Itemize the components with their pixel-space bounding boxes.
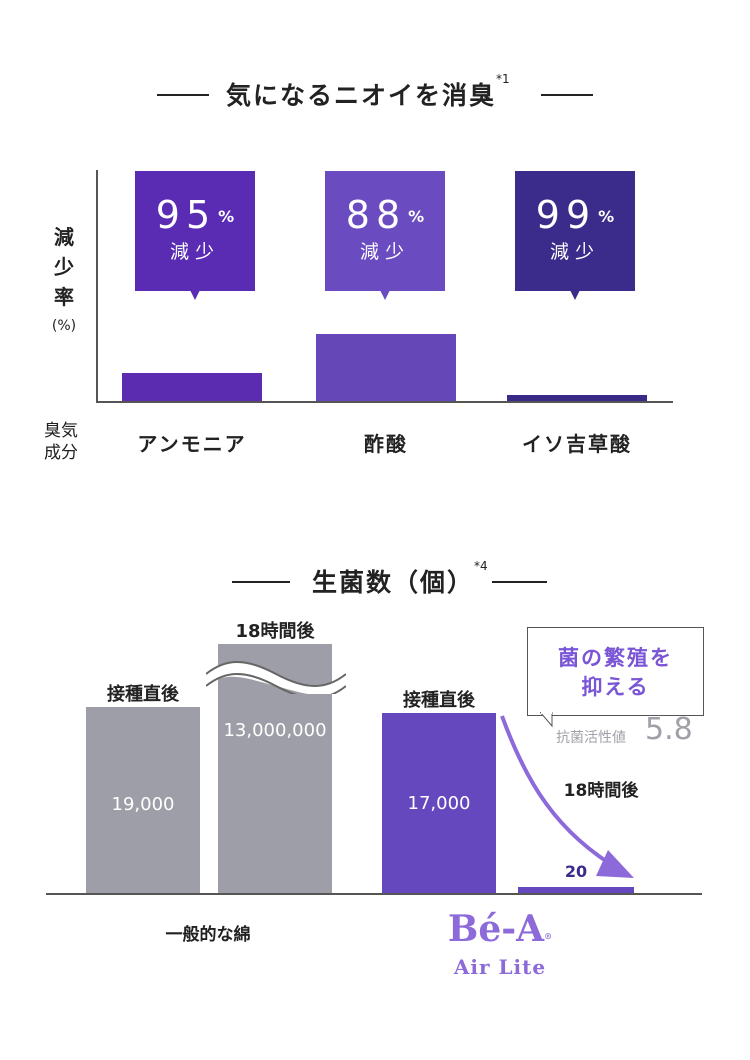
- callout-suppression-note: 菌の繁殖を 抑える: [527, 627, 704, 716]
- bar-cotton-initial: 19,000: [86, 707, 200, 894]
- callout-acetic-acid: 88% 減少: [325, 171, 445, 300]
- bar-label-cotton-initial: 接種直後: [107, 684, 179, 705]
- callout-caption: 減少: [359, 241, 410, 263]
- bar-label-bea-initial: 接種直後: [403, 690, 475, 711]
- bar-label-cotton-18h: 18時間後: [235, 621, 315, 642]
- antibacterial-label: 抗菌活性値: [556, 730, 626, 746]
- chart1-title: 気になるニオイを消臭*1: [226, 72, 510, 110]
- bar-bea-initial: 17,000: [382, 713, 496, 894]
- category-acetic-acid: 酢酸: [364, 432, 408, 456]
- callout-value: 88%: [345, 193, 425, 237]
- y-axis-unit: (%): [51, 318, 77, 334]
- x-axis-line: [96, 401, 673, 403]
- brand-logo: Bé-A® Air Lite: [447, 908, 553, 979]
- axis-break-mark: [206, 661, 346, 694]
- bar-label-bea-18h: 18時間後: [563, 781, 639, 801]
- bar-bea-18h: [518, 887, 634, 894]
- bar-value: 19,000: [111, 794, 175, 815]
- group-label-cotton: 一般的な綿: [165, 925, 251, 945]
- bar-acetic-acid: [316, 333, 456, 401]
- category-isovaleric-acid: イソ吉草酸: [522, 432, 632, 456]
- x-axis-line: [46, 893, 702, 895]
- callout-caption: 減少: [549, 241, 600, 263]
- note-tail: [540, 712, 553, 728]
- callout-isovaleric-acid: 99% 減少: [515, 171, 635, 300]
- callout-ammonia: 95% 減少: [135, 171, 255, 300]
- callout-caption: 減少: [169, 241, 220, 263]
- y-axis-label: 減 少 率: [54, 225, 74, 309]
- x-axis-label: 臭気 成分: [44, 421, 78, 463]
- note-line2: 抑える: [581, 675, 650, 699]
- note-line1: 菌の繁殖を: [558, 646, 673, 670]
- callout-value: 95%: [155, 193, 235, 237]
- bar-value: 17,000: [407, 793, 471, 814]
- title-rule-right: [492, 581, 547, 583]
- title-rule-left: [232, 581, 290, 583]
- antibacterial-value: 5.8: [645, 712, 693, 747]
- title-rule-left: [157, 94, 209, 96]
- category-ammonia: アンモニア: [137, 432, 247, 456]
- bar-value: 13,000,000: [223, 720, 327, 741]
- bar-ammonia: [122, 373, 262, 401]
- title-rule-right: [541, 94, 593, 96]
- decrease-arrow: [500, 715, 634, 878]
- chart2-title: 生菌数（個）*4: [312, 559, 488, 597]
- bar-value-bea-18h: 20: [564, 862, 588, 881]
- bar-isovaleric-acid: [507, 395, 647, 401]
- callout-value: 99%: [535, 193, 615, 237]
- y-axis-line: [96, 170, 98, 403]
